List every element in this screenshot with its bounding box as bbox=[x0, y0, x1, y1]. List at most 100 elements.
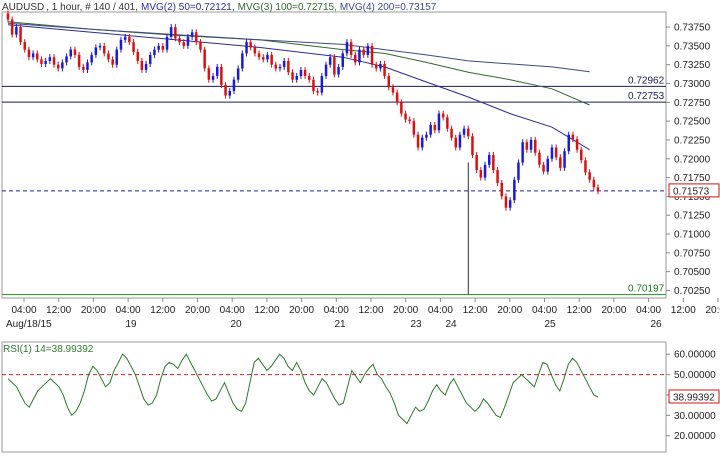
candle-body bbox=[563, 151, 566, 168]
x-tick-label: 04:00 bbox=[532, 305, 557, 316]
low-line-label: 0.70197 bbox=[628, 283, 665, 294]
chart-meta: , 1 hour, # 140 / 401, bbox=[46, 2, 138, 13]
y-tick-label: 0.71250 bbox=[674, 211, 711, 222]
candle-body bbox=[441, 113, 445, 118]
candle-body bbox=[224, 85, 227, 96]
candle-body bbox=[111, 59, 114, 65]
candle-body bbox=[320, 76, 324, 93]
candle-body bbox=[345, 42, 349, 54]
y-tick-label: 0.72250 bbox=[674, 135, 711, 146]
resistance-line-label: 0.72962 bbox=[628, 75, 665, 86]
candle-body bbox=[232, 79, 236, 91]
candle-body bbox=[98, 45, 102, 48]
mvg1-label: MVG(2) 50=0.72121, bbox=[141, 2, 235, 13]
rsi-line bbox=[7, 353, 599, 425]
candle-body bbox=[508, 200, 512, 208]
candle-body bbox=[27, 49, 31, 58]
y-tick-label: 0.72000 bbox=[674, 154, 711, 165]
candle-body bbox=[299, 70, 303, 76]
x-tick-label: 12:00 bbox=[567, 305, 592, 316]
candle-body bbox=[592, 179, 596, 188]
candle-body bbox=[19, 27, 22, 43]
candle-body bbox=[165, 36, 169, 50]
rsi-value-badge-box bbox=[668, 389, 720, 404]
candle-body bbox=[534, 139, 537, 153]
candle-body bbox=[333, 57, 336, 75]
current-price-badge: 0.71573 bbox=[673, 186, 710, 197]
candle-body bbox=[236, 68, 240, 80]
x-tick-label: 12:00 bbox=[358, 305, 383, 316]
candle-body bbox=[115, 49, 118, 65]
date-label: 21 bbox=[334, 319, 346, 330]
x-tick-label: 20:00 bbox=[497, 305, 522, 316]
candle-body bbox=[287, 60, 290, 73]
y-tick-label: 0.73750 bbox=[674, 23, 711, 34]
candle-body bbox=[454, 137, 457, 148]
candle-body bbox=[337, 66, 340, 75]
x-tick-label: 20:00 bbox=[393, 305, 418, 316]
candle-body bbox=[282, 60, 286, 67]
candle-body bbox=[82, 66, 85, 70]
candle-body bbox=[571, 134, 575, 140]
candle-body bbox=[496, 170, 499, 183]
ma-line bbox=[7, 22, 590, 73]
x-tick-label: 20:00 bbox=[289, 305, 314, 316]
current-price-badge-box bbox=[668, 183, 720, 198]
resistance-line-label: 0.72753 bbox=[628, 91, 665, 102]
candle-body bbox=[132, 42, 135, 52]
candle-body bbox=[52, 57, 56, 65]
candle-body bbox=[178, 38, 181, 43]
candle-body bbox=[140, 60, 144, 70]
candle-body bbox=[525, 142, 529, 150]
candle-body bbox=[404, 113, 407, 120]
candle-body bbox=[186, 36, 190, 46]
candle-body bbox=[504, 196, 508, 208]
candle-body bbox=[245, 42, 248, 54]
candle-body bbox=[169, 27, 173, 37]
x-tick-label: 04:00 bbox=[11, 305, 36, 316]
date-label: 19 bbox=[125, 319, 137, 330]
candle-body bbox=[107, 53, 110, 60]
date-label: 25 bbox=[544, 319, 556, 330]
candle-body bbox=[575, 139, 579, 150]
candle-body bbox=[395, 92, 399, 103]
x-tick-label: 12:00 bbox=[254, 305, 279, 316]
candle-body bbox=[462, 128, 466, 135]
candle-body bbox=[366, 45, 370, 55]
candle-body bbox=[228, 91, 231, 96]
candle-body bbox=[6, 13, 10, 20]
candle-body bbox=[450, 128, 453, 138]
rsi-y-tick-label: 20.00000 bbox=[674, 431, 716, 442]
candle-body bbox=[529, 139, 533, 150]
candle-body bbox=[379, 63, 382, 69]
date-label: 20 bbox=[230, 319, 242, 330]
candle-body bbox=[416, 134, 420, 148]
candle-body bbox=[253, 47, 257, 54]
chart-title: AUDUSD, 1 hour, # 140 / 401, MVG(2) 50=0.… bbox=[2, 2, 437, 13]
candle-body bbox=[400, 102, 403, 114]
candle-body bbox=[467, 128, 470, 137]
candle-body bbox=[458, 134, 462, 148]
candle-body bbox=[546, 158, 549, 172]
candle-body bbox=[596, 187, 600, 192]
y-tick-label: 0.70250 bbox=[674, 286, 711, 297]
x-tick-label: 20:00 bbox=[185, 305, 210, 316]
candle-body bbox=[412, 121, 416, 135]
candle-body bbox=[387, 76, 390, 88]
candle-body bbox=[15, 27, 18, 35]
candle-body bbox=[94, 47, 98, 55]
mvg3-label: MVG(4) 200=0.73157 bbox=[340, 2, 437, 13]
x-tick-label: 04:00 bbox=[116, 305, 141, 316]
x-tick-label: 12:00 bbox=[671, 305, 696, 316]
x-tick-label: 20:00 bbox=[81, 305, 106, 316]
candle-body bbox=[144, 63, 148, 70]
candle-body bbox=[559, 157, 562, 168]
candle-body bbox=[36, 53, 39, 60]
candle-body bbox=[10, 19, 14, 35]
candle-body bbox=[77, 54, 81, 67]
candle-body bbox=[123, 36, 127, 40]
x-tick-label: 12:00 bbox=[46, 305, 71, 316]
candle-body bbox=[90, 54, 93, 63]
candle-body bbox=[316, 91, 319, 93]
